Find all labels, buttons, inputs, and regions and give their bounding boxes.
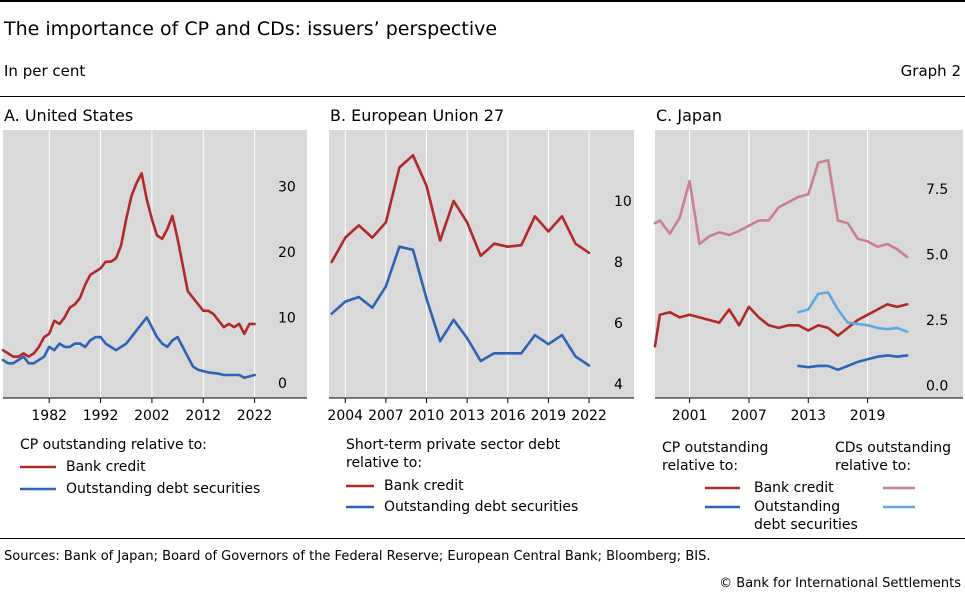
unit-label: In per cent xyxy=(4,62,86,80)
y-tick-label: 2.5 xyxy=(926,313,948,329)
x-tick-label: 2010 xyxy=(409,408,445,424)
x-tick-label: 2022 xyxy=(237,408,273,424)
y-tick-label: 7.5 xyxy=(926,182,948,198)
y-tick-label: 6 xyxy=(614,316,623,332)
legend-b-item-bank-credit: Bank credit xyxy=(384,478,464,494)
series-line-outstanding-debt-securities xyxy=(330,245,591,367)
legend-c-item-debt-line2: debt securities xyxy=(754,517,858,533)
graph-number: Graph 2 xyxy=(900,62,961,80)
legend-c-cd-heading-line2: relative to: xyxy=(835,458,912,474)
series-line-cp-outstanding-bank-credit xyxy=(653,303,909,348)
legend-c-cp-heading-line2: relative to: xyxy=(662,458,739,474)
legend-c-item-bank-credit: Bank credit xyxy=(754,480,834,496)
series-line-cp-outstanding-outstanding-debt-securities xyxy=(797,354,909,372)
series-line-bank-credit xyxy=(1,172,256,359)
panel-c-title: C. Japan xyxy=(656,106,722,125)
y-tick-label: 4 xyxy=(614,377,623,393)
legend-b-item-debt-securities: Outstanding debt securities xyxy=(384,499,579,515)
panel-b-title: B. European Union 27 xyxy=(330,106,504,125)
panel-c-plot-area xyxy=(655,130,963,398)
x-tick-label: 1992 xyxy=(83,408,119,424)
x-tick-label: 2004 xyxy=(327,408,363,424)
x-tick-label: 2019 xyxy=(531,408,567,424)
legend-b-heading-line1: Short-term private sector debt xyxy=(346,437,561,453)
x-tick-label: 2016 xyxy=(490,408,526,424)
y-tick-label: 30 xyxy=(278,179,296,195)
panel-a-plot-area xyxy=(3,130,307,398)
legend-c-cd-heading-line1: CDs outstanding xyxy=(835,440,951,456)
charts-area: A. United States 0 10 20 30 1982 1992 2002 2012 2… xyxy=(1,106,963,424)
legend-c-cp-heading-line1: CP outstanding xyxy=(662,440,769,456)
y-tick-label: 20 xyxy=(278,245,296,261)
x-tick-label: 2002 xyxy=(134,408,170,424)
panel-a-title: A. United States xyxy=(4,106,133,125)
panel-a: A. United States 0 10 20 30 1982 1992 2002 2012 2… xyxy=(1,106,307,424)
x-tick-label: 1982 xyxy=(31,408,67,424)
sources-note: Sources: Bank of Japan; Board of Governo… xyxy=(4,549,711,564)
header-rule xyxy=(0,96,965,97)
footer-rule xyxy=(0,538,965,539)
legend-b-heading-line2: relative to: xyxy=(346,455,423,471)
x-tick-label: 2022 xyxy=(571,408,607,424)
x-tick-label: 2013 xyxy=(449,408,485,424)
copyright-note: © Bank for International Settlements xyxy=(719,576,961,591)
panel-b-plot-area xyxy=(329,130,634,398)
y-tick-label: 5.0 xyxy=(926,248,948,264)
legend-a-heading: CP outstanding relative to: xyxy=(20,437,207,453)
y-tick-label: 10 xyxy=(278,310,296,326)
x-tick-label: 2019 xyxy=(850,408,886,424)
y-tick-label: 0.0 xyxy=(926,379,948,395)
series-line-outstanding-debt-securities xyxy=(1,316,256,380)
panel-c: C. Japan 0.0 2.5 5.0 7.5 2001 2007 2013 2019 xyxy=(653,106,963,424)
y-tick-label: 10 xyxy=(614,194,632,210)
series-line-cds-outstanding-outstanding-debt-securities xyxy=(797,291,909,334)
y-tick-label: 8 xyxy=(614,255,623,271)
x-tick-label: 2012 xyxy=(185,408,221,424)
x-tick-label: 2013 xyxy=(790,408,826,424)
x-tick-label: 2007 xyxy=(368,408,404,424)
series-line-bank-credit xyxy=(330,153,591,264)
x-tick-label: 2007 xyxy=(731,408,767,424)
top-rule xyxy=(0,0,965,2)
series-line-cds-outstanding-bank-credit xyxy=(653,158,909,259)
legend-a-item-debt-securities: Outstanding debt securities xyxy=(66,481,261,497)
y-tick-label: 0 xyxy=(278,376,287,392)
legend-c-item-debt-line1: Outstanding xyxy=(754,499,841,515)
x-tick-label: 2001 xyxy=(672,408,708,424)
legend-a-item-bank-credit: Bank credit xyxy=(66,459,146,475)
graph-title: The importance of CP and CDs: issuers’ p… xyxy=(4,18,498,40)
